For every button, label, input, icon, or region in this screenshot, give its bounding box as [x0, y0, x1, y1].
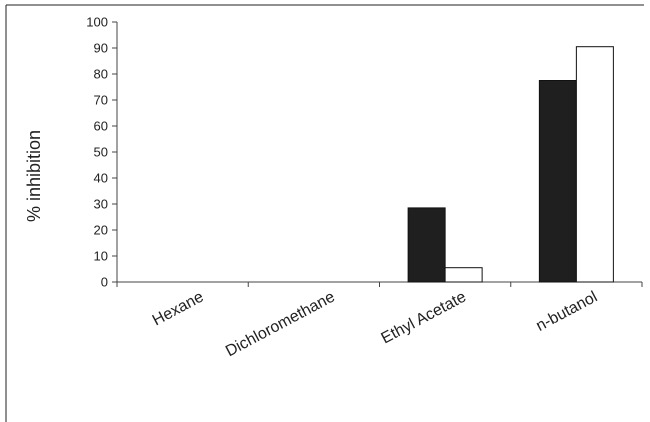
y-tick-label: 100 — [86, 15, 108, 30]
bar-light-n-butanol — [576, 47, 613, 282]
x-tick-label: Hexane — [150, 288, 207, 329]
y-tick-label: 20 — [94, 223, 108, 238]
bar-light-ethyl-acetate — [445, 268, 482, 282]
bar-dark-n-butanol — [539, 81, 576, 283]
plot-area: 0 10 20 30 40 50 60 70 80 90 100 Hexane Dichlorometh… — [86, 15, 642, 361]
y-tick-label: 70 — [94, 93, 108, 108]
x-tick-label: Ethyl Acetate — [379, 288, 470, 347]
y-tick-label: 80 — [94, 67, 108, 82]
y-tick-label: 40 — [94, 171, 108, 186]
x-tick-label: n-butanol — [533, 289, 600, 335]
x-tick-label: Dichloromethane — [223, 288, 338, 360]
y-tick-label: 10 — [94, 249, 108, 264]
y-axis-label: % inhibition — [24, 130, 44, 222]
y-tick-label: 60 — [94, 119, 108, 134]
y-tick-label: 90 — [94, 41, 108, 56]
y-tick-label: 0 — [101, 275, 108, 290]
y-tick-label: 30 — [94, 197, 108, 212]
bar-dark-ethyl-acetate — [408, 208, 445, 282]
y-tick-label: 50 — [94, 145, 108, 160]
